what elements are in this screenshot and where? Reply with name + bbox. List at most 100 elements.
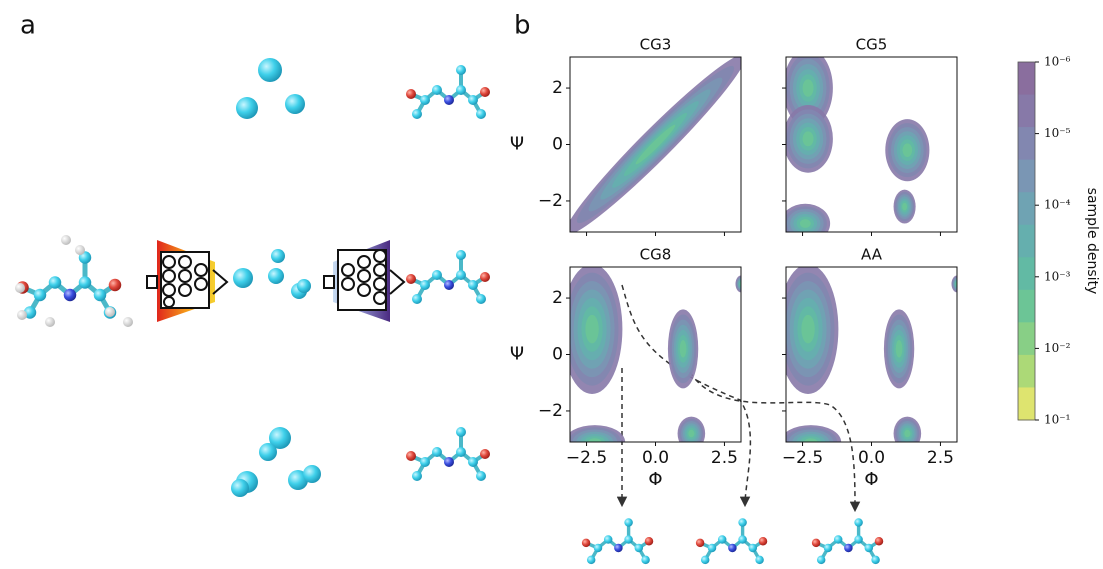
atom — [875, 537, 884, 546]
atom — [15, 283, 25, 293]
atom — [420, 280, 430, 290]
decoder-network — [324, 240, 404, 322]
atom — [718, 535, 727, 544]
atom — [406, 274, 416, 284]
atom — [444, 95, 454, 105]
x-tick-label: −2.5 — [782, 448, 823, 468]
atom — [64, 289, 77, 302]
atom — [420, 95, 430, 105]
colorbar-band — [1018, 95, 1035, 128]
atom — [406, 451, 416, 461]
colorbar-band — [1018, 225, 1035, 258]
atom — [444, 457, 454, 467]
atom — [34, 289, 47, 302]
density-level — [800, 219, 811, 228]
colorbar-band — [1018, 322, 1035, 355]
colorbar-band — [1018, 387, 1035, 420]
colorbar-band — [1018, 192, 1035, 225]
atom — [817, 556, 826, 565]
colorbar-tick-label: 10⁻⁴ — [1044, 198, 1071, 212]
density-plots: CG3−202ΨCG5CG8−2.50.02.5−202ΦΨAA−2.50.02… — [510, 36, 1100, 491]
atom — [412, 471, 422, 481]
colorbar-band — [1018, 160, 1035, 193]
atom — [582, 539, 591, 548]
atom — [456, 270, 466, 280]
atom — [259, 443, 277, 461]
atom — [738, 535, 747, 544]
colorbar-tick-label: 10⁻⁵ — [1044, 126, 1071, 140]
atom — [17, 310, 27, 320]
plot-title: CG5 — [856, 36, 888, 54]
atom — [476, 294, 486, 304]
atom — [624, 518, 633, 527]
y-tick-label: 2 — [552, 288, 563, 308]
atom — [271, 249, 285, 263]
atom — [824, 544, 833, 553]
atom — [468, 457, 478, 467]
y-tick-label: −2 — [538, 401, 563, 421]
x-tick-label: 0.0 — [858, 448, 885, 468]
atom — [456, 65, 466, 75]
atom — [432, 447, 442, 457]
atom — [412, 294, 422, 304]
density — [780, 49, 929, 244]
density-level — [904, 430, 910, 437]
atom — [432, 270, 442, 280]
atom — [444, 280, 454, 290]
atom — [624, 535, 633, 544]
atom — [844, 544, 853, 553]
atom — [231, 479, 249, 497]
atom — [456, 85, 466, 95]
density — [555, 44, 756, 245]
atom — [79, 276, 92, 289]
atom — [708, 544, 717, 553]
x-axis-label: Φ — [648, 469, 662, 490]
atom — [406, 89, 416, 99]
density-level — [801, 315, 814, 344]
atom — [480, 449, 490, 459]
atom — [594, 544, 603, 553]
density-level — [903, 143, 913, 157]
density-level — [902, 203, 907, 210]
y-tick-label: 0 — [552, 135, 563, 155]
density — [562, 264, 747, 459]
colorbar-band — [1018, 355, 1035, 388]
atom — [258, 58, 282, 82]
atom — [297, 279, 311, 293]
atom — [468, 280, 478, 290]
density-level — [896, 340, 903, 357]
atom — [587, 556, 596, 565]
atom — [45, 317, 55, 327]
atom — [728, 544, 737, 553]
atom — [604, 535, 613, 544]
density-level — [803, 131, 814, 146]
atom — [696, 539, 705, 548]
atom — [123, 317, 133, 327]
atom — [480, 87, 490, 97]
atom — [456, 447, 466, 457]
atom — [645, 537, 654, 546]
atom — [456, 250, 466, 260]
density-level — [688, 430, 694, 437]
x-tick-label: 0.0 — [642, 448, 669, 468]
atom — [236, 97, 258, 119]
colorbar-band — [1018, 127, 1035, 160]
colorbar-tick-label: 10⁻¹ — [1044, 413, 1070, 427]
atom — [456, 427, 466, 437]
density-level — [803, 79, 814, 96]
atom — [420, 457, 430, 467]
plot-title: CG3 — [640, 36, 672, 54]
atom — [871, 556, 880, 565]
x-tick-label: 2.5 — [711, 448, 738, 468]
colorbar-band — [1018, 62, 1035, 95]
atom — [75, 245, 85, 255]
atom — [635, 544, 644, 553]
atom — [476, 109, 486, 119]
atom — [49, 276, 62, 289]
atom — [865, 544, 874, 553]
y-axis-label: Ψ — [510, 344, 524, 365]
atom — [701, 556, 710, 565]
colorbar-label: sample density — [1084, 188, 1100, 295]
encoder-network — [147, 240, 227, 322]
y-axis-label: Ψ — [510, 134, 524, 155]
